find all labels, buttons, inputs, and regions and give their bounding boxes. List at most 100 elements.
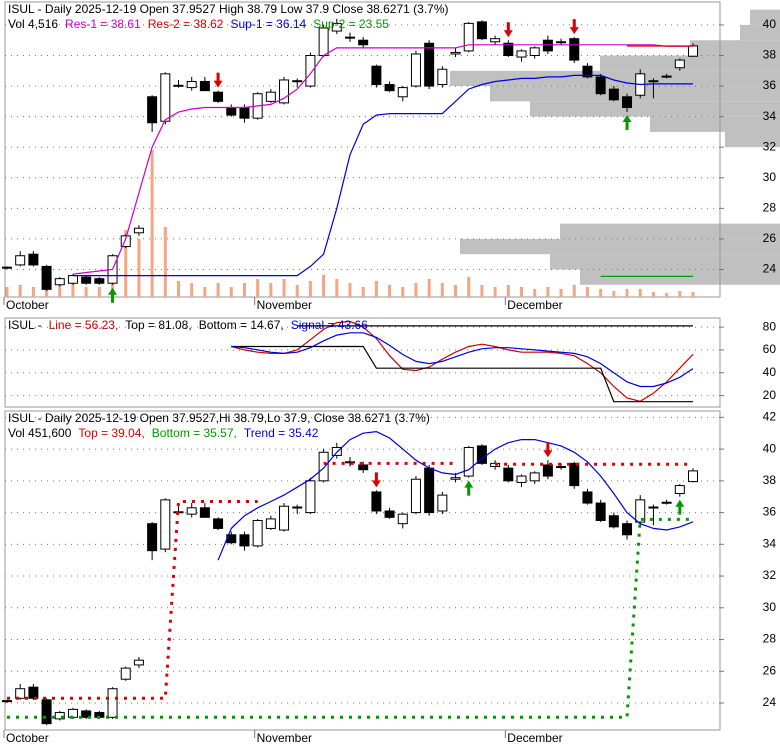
y-tick-label: 28	[763, 201, 777, 215]
candle-body	[410, 53, 421, 87]
candle-body	[120, 667, 131, 680]
series-line	[7, 461, 693, 700]
candle-body	[2, 700, 12, 703]
volume-bar	[467, 277, 471, 297]
volume-bar	[269, 283, 273, 297]
x-tick-label: November	[257, 298, 312, 312]
candle-body	[133, 227, 144, 234]
candle-body	[622, 523, 633, 536]
arrow-head	[543, 450, 553, 458]
x-tick-label: October	[6, 731, 49, 745]
candle-body	[199, 507, 210, 518]
y-tick-label: 80	[763, 319, 777, 333]
y-tick-label: 24	[763, 695, 777, 709]
candle-body	[54, 712, 65, 720]
candle-body	[556, 41, 567, 44]
candle-body	[688, 45, 698, 57]
y-tick-label: 38	[763, 473, 777, 487]
y-tick-label: 32	[763, 139, 777, 153]
volume-label: Vol 4,516	[8, 17, 58, 31]
arrow-stem	[625, 121, 629, 131]
volume-bar	[454, 285, 458, 297]
candle-body	[437, 68, 448, 86]
candle-body	[661, 501, 672, 504]
candle-body	[622, 96, 633, 108]
buy-arrow	[622, 115, 632, 131]
candle-body	[424, 467, 435, 514]
volume-bar	[5, 287, 9, 297]
y-tick-label: 28	[763, 632, 777, 646]
candle-body	[15, 688, 26, 699]
volume-bar	[58, 281, 62, 297]
candle-body	[265, 91, 276, 102]
candle-body	[582, 491, 593, 504]
buy-arrow	[464, 480, 474, 496]
x-tick-label: October	[6, 298, 49, 312]
candle-body	[28, 686, 39, 699]
series-line	[217, 430, 694, 561]
candle-body	[490, 38, 501, 43]
candle-body	[279, 505, 290, 531]
candle-body	[81, 710, 92, 718]
volume-bar	[638, 289, 642, 297]
candle-body	[595, 502, 606, 522]
candle-body	[648, 506, 659, 509]
volume-bar	[493, 287, 497, 297]
panel-frame	[4, 317, 721, 408]
arrow-head	[569, 27, 579, 35]
candle-body	[186, 507, 197, 515]
candle-body	[292, 506, 303, 509]
y-tick-label: 36	[763, 505, 777, 519]
volume-bar	[322, 275, 326, 297]
volume-at-price-bar	[725, 131, 780, 148]
candle-body	[265, 518, 276, 529]
volume-bar	[440, 283, 444, 297]
candle-body	[410, 478, 421, 514]
arrow-head	[503, 30, 513, 38]
volume-bar	[678, 291, 682, 297]
volume-bar	[546, 287, 550, 297]
candle-body	[674, 59, 685, 69]
volume-bar	[625, 289, 629, 297]
candle-body	[226, 106, 237, 116]
candle-body	[345, 36, 355, 39]
legend-entry: Line = 56.23,	[49, 318, 119, 332]
volume-at-price-bar	[490, 86, 780, 102]
candle-body	[239, 106, 250, 119]
candle-body	[331, 22, 342, 32]
candle-body	[476, 21, 487, 40]
candle-body	[542, 464, 553, 477]
volume-at-price-bar	[650, 116, 780, 132]
candle-body	[252, 520, 263, 547]
volume-bar	[308, 281, 312, 297]
candle-body	[516, 50, 527, 58]
candle-body	[292, 80, 303, 83]
volume-bar	[203, 287, 207, 297]
y-tick-label: 26	[763, 663, 777, 677]
candle-body	[608, 515, 619, 528]
volume-bar	[401, 287, 405, 297]
arrow-stem	[546, 442, 550, 452]
candle-body	[54, 278, 65, 286]
series-line	[231, 332, 694, 388]
volume-bar	[427, 279, 431, 297]
y-tick-label: 20	[763, 388, 777, 402]
legend-entry: Top = 81.08,	[125, 318, 191, 332]
candle-body	[94, 278, 105, 284]
candle-body	[674, 485, 685, 495]
series-line	[73, 74, 693, 277]
y-tick-label: 26	[763, 231, 777, 245]
volume-bar	[150, 150, 154, 297]
candle-body	[133, 659, 144, 666]
volume-bar	[520, 287, 523, 297]
volume-at-price-bar	[460, 238, 780, 255]
candle-body	[503, 42, 514, 56]
buy-arrow	[108, 287, 118, 303]
volume-label: Vol 451,600	[8, 426, 72, 440]
candle-body	[41, 265, 52, 290]
candle-body	[239, 534, 250, 547]
buy-arrow	[675, 499, 685, 515]
candle-body	[107, 688, 118, 718]
series-line	[7, 517, 693, 719]
volume-bar	[216, 283, 220, 297]
